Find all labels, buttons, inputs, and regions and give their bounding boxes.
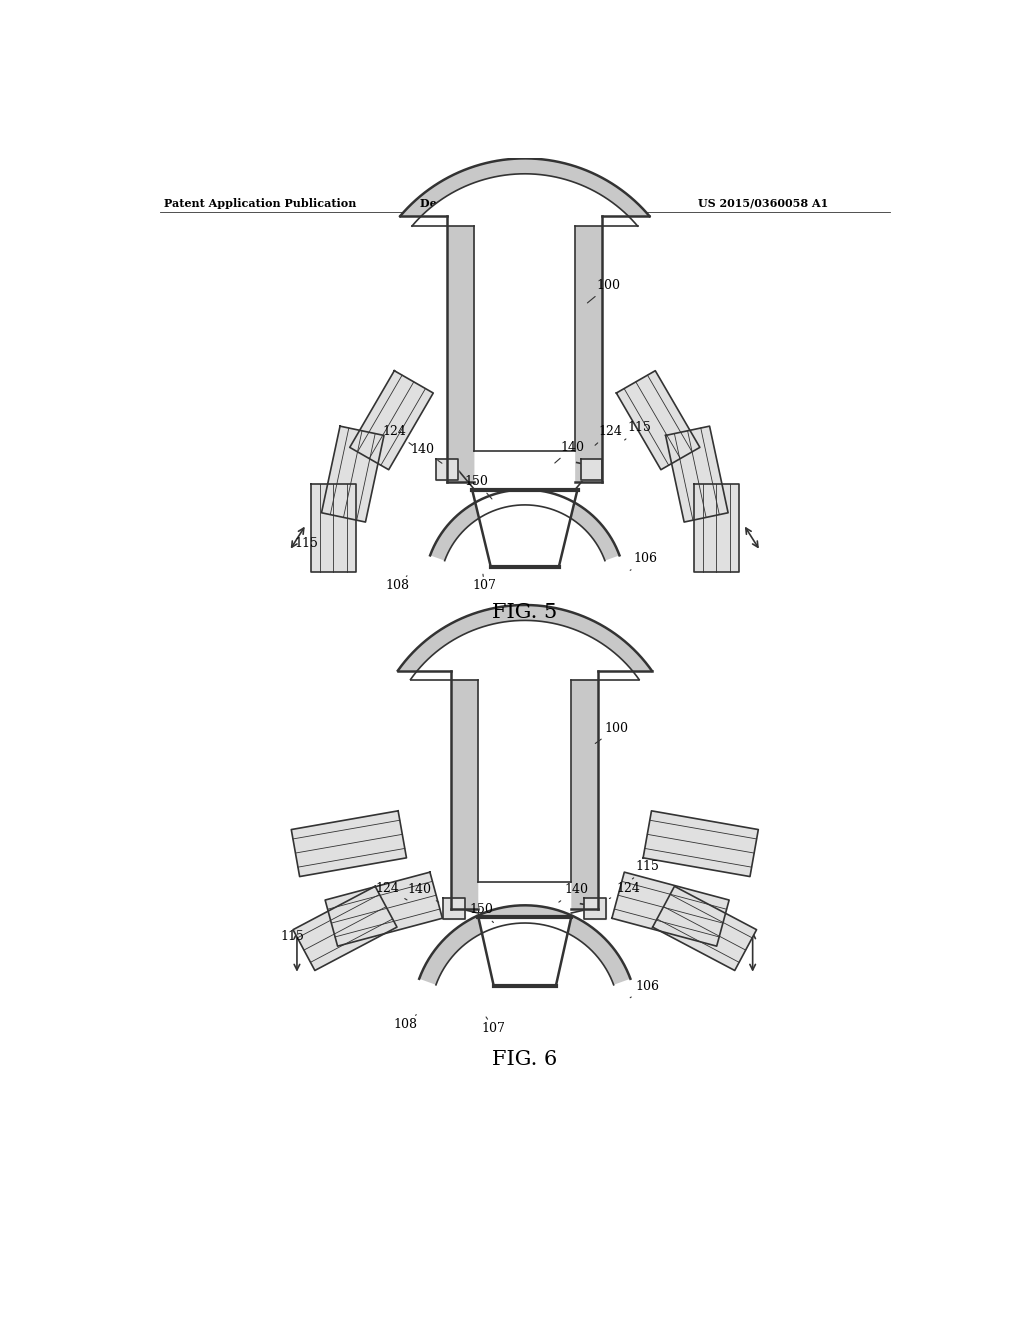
- Text: 108: 108: [393, 1015, 418, 1031]
- Polygon shape: [693, 483, 738, 573]
- Polygon shape: [585, 898, 606, 919]
- Text: Dec. 17, 2015  Sheet 3 of 15: Dec. 17, 2015 Sheet 3 of 15: [420, 198, 595, 209]
- Text: 106: 106: [630, 552, 657, 570]
- Text: FIG. 6: FIG. 6: [493, 1049, 557, 1069]
- Polygon shape: [291, 810, 407, 876]
- Polygon shape: [398, 605, 651, 909]
- Text: US 2015/0360058 A1: US 2015/0360058 A1: [698, 198, 828, 209]
- Polygon shape: [322, 426, 384, 521]
- Polygon shape: [443, 898, 465, 919]
- Polygon shape: [400, 158, 649, 482]
- Polygon shape: [350, 371, 433, 470]
- Polygon shape: [478, 917, 571, 986]
- Text: 140: 140: [555, 441, 585, 463]
- Polygon shape: [436, 459, 458, 480]
- Text: 140: 140: [559, 883, 588, 902]
- Polygon shape: [581, 459, 602, 480]
- Polygon shape: [666, 426, 728, 521]
- Text: 140: 140: [411, 444, 442, 463]
- Polygon shape: [643, 810, 759, 876]
- Polygon shape: [472, 490, 578, 566]
- Polygon shape: [616, 371, 699, 470]
- Text: 107: 107: [482, 1016, 506, 1035]
- Text: 150: 150: [469, 903, 494, 923]
- Text: 140: 140: [408, 883, 438, 903]
- Text: 124: 124: [376, 882, 407, 900]
- Text: 115: 115: [633, 861, 659, 879]
- Text: 115: 115: [625, 421, 651, 440]
- Text: 115: 115: [281, 929, 304, 942]
- Text: 108: 108: [386, 576, 410, 593]
- Text: 106: 106: [630, 979, 659, 998]
- Polygon shape: [311, 483, 356, 573]
- Polygon shape: [430, 490, 620, 561]
- Polygon shape: [412, 174, 638, 451]
- Text: 100: 100: [588, 279, 621, 302]
- Polygon shape: [419, 906, 631, 985]
- Text: 150: 150: [465, 475, 492, 499]
- Text: 107: 107: [472, 574, 497, 593]
- Polygon shape: [326, 873, 442, 946]
- Text: 124: 124: [609, 882, 640, 899]
- Text: 124: 124: [595, 425, 622, 445]
- Text: FIG. 5: FIG. 5: [493, 603, 557, 622]
- Polygon shape: [411, 620, 639, 882]
- Polygon shape: [293, 886, 397, 970]
- Text: 115: 115: [294, 537, 318, 550]
- Polygon shape: [612, 873, 729, 946]
- Text: Patent Application Publication: Patent Application Publication: [164, 198, 356, 209]
- Text: 124: 124: [383, 425, 413, 445]
- Polygon shape: [652, 886, 757, 970]
- Text: 100: 100: [595, 722, 629, 743]
